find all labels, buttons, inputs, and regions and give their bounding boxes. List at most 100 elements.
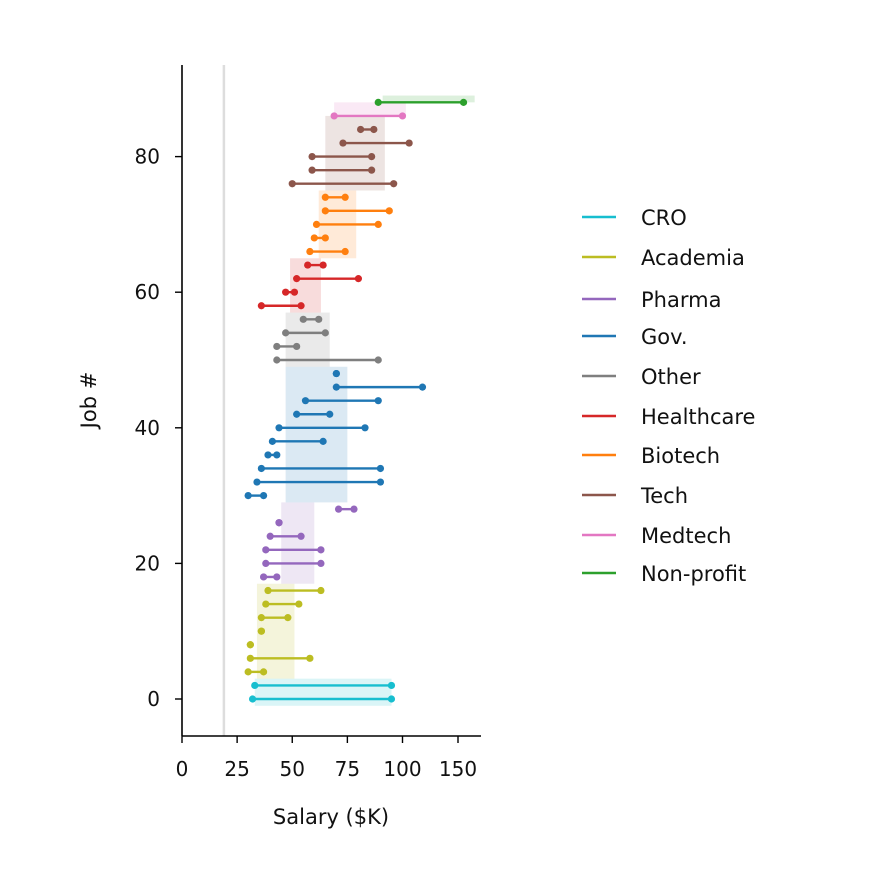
job-high-point bbox=[259, 668, 268, 676]
job-range bbox=[330, 112, 407, 120]
job-low-point bbox=[308, 153, 316, 161]
legend-label: Pharma bbox=[641, 288, 721, 312]
job-high-point bbox=[321, 329, 329, 337]
job-low-point bbox=[275, 424, 283, 432]
job-high-point bbox=[257, 627, 265, 635]
job-range bbox=[244, 668, 268, 676]
category-band bbox=[285, 312, 330, 367]
job-range bbox=[253, 478, 385, 486]
job-low-point bbox=[282, 288, 290, 296]
job-high-point bbox=[315, 315, 323, 323]
job-low-point bbox=[339, 139, 347, 147]
job-high-point bbox=[354, 275, 362, 283]
job-range bbox=[339, 139, 413, 147]
job-low-point bbox=[268, 437, 277, 445]
job-range bbox=[266, 532, 305, 540]
job-range bbox=[246, 654, 314, 662]
job-range bbox=[282, 288, 299, 296]
x-tick-label: 0 bbox=[176, 757, 189, 781]
job-high-point bbox=[387, 695, 396, 703]
legend-item: CRO bbox=[582, 206, 687, 230]
job-low-point bbox=[310, 234, 318, 242]
job-low-point bbox=[262, 559, 270, 568]
job-high-point bbox=[319, 437, 327, 445]
job-range bbox=[301, 397, 382, 405]
job-high-point bbox=[374, 397, 382, 405]
job-high-point bbox=[290, 288, 299, 296]
job-high-point bbox=[385, 207, 393, 215]
job-high-point bbox=[273, 573, 281, 581]
x-tick-label: 100 bbox=[383, 757, 421, 781]
job-low-point bbox=[273, 342, 281, 351]
job-low-point bbox=[304, 261, 312, 269]
job-range bbox=[293, 275, 362, 283]
job-range bbox=[321, 193, 349, 201]
job-range bbox=[299, 315, 323, 323]
job-high-point bbox=[459, 98, 468, 106]
job-high-point bbox=[273, 451, 281, 459]
job-low-point bbox=[246, 654, 254, 662]
job-high-point bbox=[387, 681, 396, 690]
category-band bbox=[334, 102, 406, 116]
job-range bbox=[282, 329, 329, 337]
job-range bbox=[262, 559, 325, 568]
y-ticks: 0 20 40 60 80 bbox=[135, 145, 182, 711]
job-high-point bbox=[341, 193, 349, 201]
job-high-point bbox=[317, 546, 325, 554]
job-high-point bbox=[246, 641, 254, 649]
legend-label: CRO bbox=[641, 206, 687, 230]
job-range bbox=[308, 166, 376, 174]
x-tick-label: 25 bbox=[224, 757, 249, 781]
job-range bbox=[268, 437, 327, 445]
job-range bbox=[273, 342, 301, 351]
job-low-point bbox=[288, 180, 296, 188]
job-high-point bbox=[297, 532, 305, 540]
job-high-point bbox=[374, 220, 382, 228]
legend-label: Gov. bbox=[641, 325, 688, 349]
x-tick-label: 50 bbox=[280, 757, 305, 781]
y-axis-title: Job # bbox=[77, 372, 101, 431]
job-high-point bbox=[306, 654, 314, 662]
legend-item: Tech bbox=[582, 484, 688, 508]
y-tick-label: 80 bbox=[135, 145, 160, 169]
job-high-point bbox=[295, 600, 303, 608]
job-high-point bbox=[317, 586, 325, 595]
job-range bbox=[275, 519, 283, 527]
y-tick-label: 0 bbox=[147, 687, 160, 711]
job-range bbox=[262, 600, 303, 608]
job-low-point bbox=[321, 193, 329, 201]
job-range bbox=[332, 383, 427, 391]
job-high-point bbox=[405, 139, 413, 147]
job-high-point bbox=[341, 247, 349, 256]
job-ranges bbox=[244, 98, 468, 703]
job-low-point bbox=[330, 112, 338, 120]
job-low-point bbox=[332, 383, 340, 391]
x-ticks: 0 25 50 75 100 150 bbox=[176, 736, 477, 781]
job-range bbox=[262, 546, 325, 554]
job-range bbox=[332, 369, 340, 378]
legend-label: Biotech bbox=[641, 444, 720, 468]
job-low-point bbox=[244, 668, 252, 676]
legend-item: Biotech bbox=[582, 444, 720, 468]
legend-item: Medtech bbox=[582, 524, 731, 548]
job-low-point bbox=[308, 166, 316, 174]
job-range bbox=[244, 492, 268, 500]
job-low-point bbox=[251, 681, 259, 690]
job-low-point bbox=[334, 505, 343, 513]
job-range bbox=[308, 153, 376, 161]
job-range bbox=[273, 356, 382, 364]
job-range bbox=[357, 125, 378, 134]
job-high-point bbox=[398, 112, 407, 120]
job-high-point bbox=[361, 424, 369, 432]
job-low-point bbox=[293, 410, 301, 418]
job-range bbox=[257, 302, 305, 310]
job-low-point bbox=[293, 275, 301, 283]
legend-item: Other bbox=[582, 365, 701, 389]
job-range bbox=[264, 451, 281, 459]
job-range bbox=[257, 464, 385, 473]
job-range bbox=[251, 681, 396, 690]
y-tick-label: 40 bbox=[135, 416, 160, 440]
job-high-point bbox=[259, 492, 268, 500]
category-band bbox=[281, 502, 315, 584]
